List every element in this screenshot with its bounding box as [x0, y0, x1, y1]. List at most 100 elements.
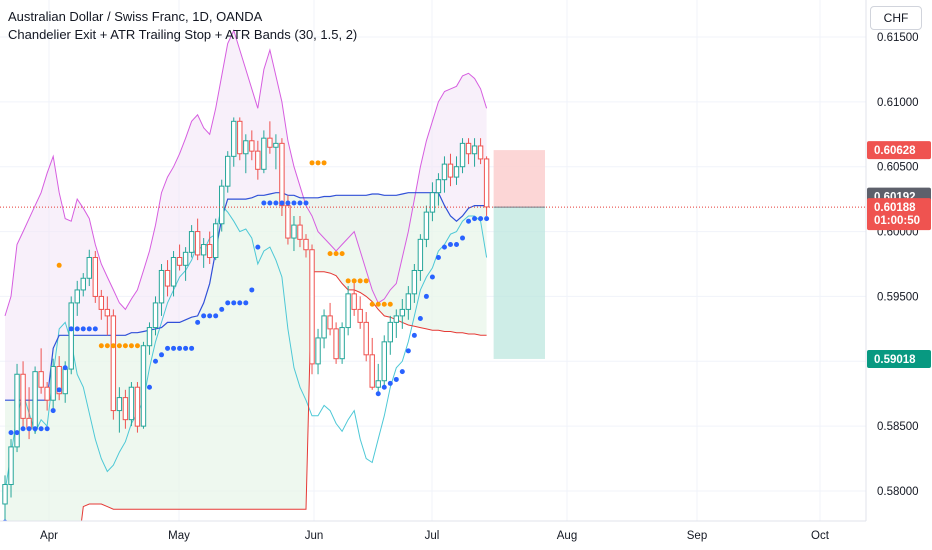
candle-body	[369, 354, 375, 388]
x-tick-label: May	[168, 530, 190, 542]
candle-body	[206, 244, 213, 259]
candle	[237, 117, 243, 161]
x-tick-label: Jul	[425, 530, 440, 542]
candle	[44, 382, 50, 411]
chandelier-long-dot	[153, 358, 158, 364]
candle-body	[327, 315, 333, 330]
chandelier-long-dot	[423, 293, 429, 299]
chandelier-long-dot	[50, 408, 56, 414]
chandelier-long-dot	[219, 306, 225, 312]
y-tick-label: 0.61000	[877, 97, 919, 109]
chandelier-long-dot	[231, 300, 237, 306]
chandelier-long-dot	[38, 426, 44, 432]
chandelier-long-dot	[92, 326, 98, 332]
candle	[261, 130, 267, 174]
y-tick-label: 0.58000	[877, 486, 919, 498]
candle-body	[423, 211, 430, 240]
chandelier-long-dot	[393, 376, 399, 382]
chandelier-long-dot	[207, 313, 213, 319]
candle	[297, 216, 303, 248]
chandelier-long-dot	[387, 380, 393, 386]
chandelier-short-dot	[387, 301, 393, 307]
chandelier-long-dot	[478, 216, 484, 222]
candle-body	[429, 192, 436, 213]
x-tick-label: Aug	[557, 530, 577, 542]
candle-body	[393, 315, 400, 323]
candle	[381, 335, 387, 388]
candle	[68, 296, 74, 375]
candle-body	[194, 231, 201, 256]
candle-body	[98, 295, 105, 310]
chandelier-long-dot	[213, 313, 219, 319]
candle	[345, 286, 351, 336]
candle	[417, 234, 424, 281]
candle-body	[261, 137, 267, 170]
candle	[50, 358, 56, 411]
y-tick-label: 0.59500	[877, 291, 919, 303]
chandelier-long-dot	[8, 430, 14, 436]
candle-body	[381, 341, 387, 382]
candle-body	[56, 365, 62, 395]
chandelier-short-dot	[321, 160, 327, 166]
candle-body	[297, 224, 303, 240]
candle	[170, 251, 177, 297]
chandelier-short-dot	[357, 278, 363, 284]
candle-body	[225, 155, 231, 187]
candle	[399, 299, 406, 329]
candle	[471, 138, 478, 167]
candle-body	[243, 140, 249, 155]
chandelier-short-dot	[122, 343, 128, 349]
stop-badge: 0.60628	[867, 141, 931, 160]
chandelier-long-dot	[441, 244, 447, 250]
chandelier-long-dot	[381, 384, 387, 390]
candle	[14, 363, 20, 453]
candle-body	[134, 386, 141, 427]
candle-body	[303, 238, 309, 251]
candle	[453, 156, 460, 185]
currency-button[interactable]: CHF	[870, 6, 922, 30]
candle-body	[417, 238, 424, 271]
candle	[182, 247, 189, 281]
chandelier-short-dot	[339, 251, 345, 257]
candle-body	[116, 397, 123, 412]
chandelier-long-dot	[279, 200, 285, 206]
chandelier-long-dot	[177, 345, 183, 351]
chandelier-short-dot	[333, 251, 339, 257]
candle	[303, 234, 309, 258]
candle	[86, 249, 92, 287]
chandelier-long-dot	[435, 255, 441, 261]
candle-body	[363, 321, 369, 356]
candle	[405, 286, 412, 320]
chandelier-long-dot	[243, 300, 249, 306]
candle	[213, 218, 219, 261]
candle	[128, 382, 135, 427]
y-tick-label: 0.58500	[877, 421, 919, 433]
chandelier-long-dot	[454, 242, 459, 248]
chandelier-long-dot	[375, 391, 381, 397]
candle-body	[50, 365, 56, 401]
candle-body	[465, 142, 472, 155]
candle-body	[32, 371, 38, 430]
candle-body	[483, 158, 490, 208]
last-price-badge-bg	[867, 198, 931, 231]
candle	[74, 280, 80, 316]
candle-body	[140, 345, 147, 427]
chandelier-short-dot	[134, 343, 140, 349]
chandelier-short-dot	[327, 251, 333, 257]
chandelier-long-dot	[159, 352, 165, 358]
atr-lower-band-line	[4, 204, 488, 492]
chandelier-short-dot	[369, 301, 375, 307]
candle	[333, 322, 339, 364]
candle	[411, 264, 418, 303]
last-price-badge-text: 01:00:50	[874, 215, 920, 227]
candle	[441, 156, 448, 193]
x-tick-label: Apr	[40, 530, 58, 542]
last-price-badge-text: 0.60188	[874, 202, 916, 214]
candle-body	[459, 142, 466, 168]
chandelier-long-dot	[267, 200, 273, 206]
chandelier-long-dot	[195, 319, 201, 325]
chandelier-short-dot	[351, 278, 357, 284]
chandelier-long-dot	[429, 274, 435, 280]
chandelier-short-dot	[363, 278, 369, 284]
